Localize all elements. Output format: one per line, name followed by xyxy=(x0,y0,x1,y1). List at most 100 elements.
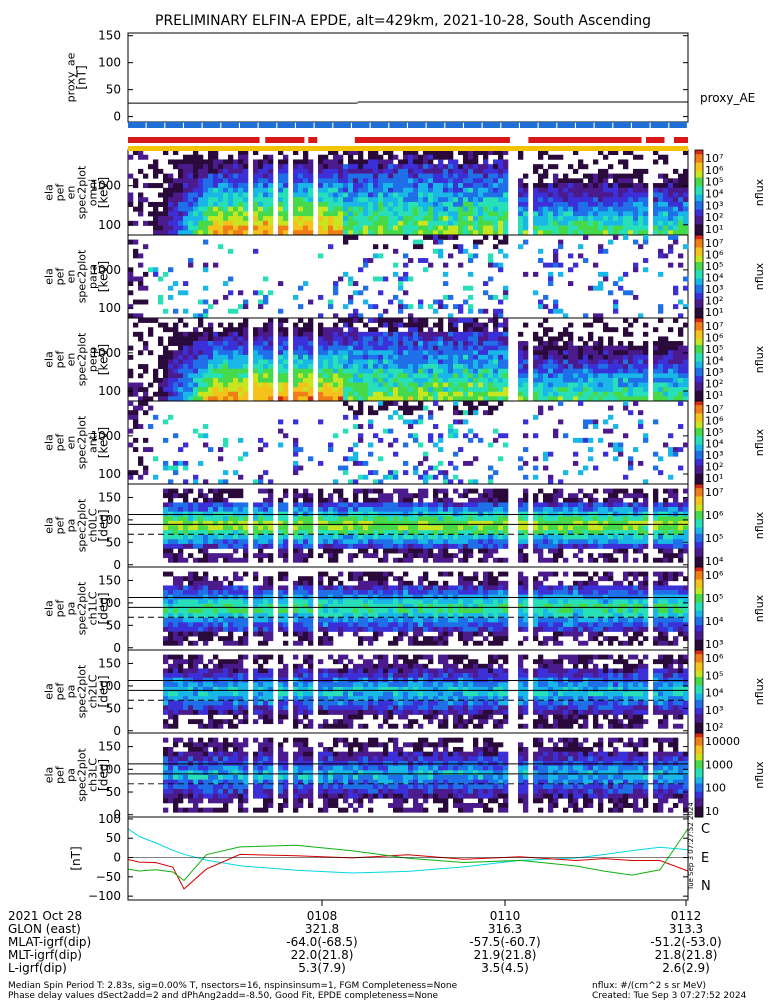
spectrogram-cell xyxy=(298,557,304,563)
spectrogram-cell xyxy=(583,211,589,217)
spectrogram-cell xyxy=(558,192,564,198)
spectrogram-cell xyxy=(233,192,239,198)
spectrogram-cell xyxy=(253,502,259,508)
spectrogram-cell xyxy=(258,553,264,559)
spectrogram-cell xyxy=(203,341,209,346)
spectrogram-cell xyxy=(298,493,304,499)
spectrogram-cell xyxy=(383,345,389,351)
spectrogram-cell xyxy=(223,183,229,189)
spectrogram-cell xyxy=(623,159,629,165)
spectrogram-cell xyxy=(428,168,434,174)
spectrogram-cell xyxy=(438,154,444,160)
spectrogram-cell xyxy=(283,206,289,212)
spectrogram-cell xyxy=(433,350,439,356)
spectrogram-cell xyxy=(558,479,564,485)
spectrogram-cell xyxy=(233,331,239,337)
spectrogram-cell xyxy=(333,391,339,397)
spectrogram-cell xyxy=(683,442,689,448)
spectrogram-cell xyxy=(438,382,444,388)
spectrogram-cell xyxy=(258,216,264,222)
spectrogram-cell xyxy=(413,239,419,245)
colorbar-segment xyxy=(695,351,703,354)
spectrogram-cell xyxy=(378,173,384,179)
spectrogram-cell xyxy=(483,225,489,231)
spectrogram-cell xyxy=(393,534,399,540)
spectrogram-cell xyxy=(263,354,269,360)
spectrogram-cell xyxy=(643,201,649,207)
spectrogram-cell xyxy=(628,410,634,416)
spectrogram-cell xyxy=(303,206,309,212)
spectrogram-cell xyxy=(593,465,599,471)
spectrogram-cell xyxy=(178,225,184,231)
spectrogram-cell xyxy=(663,187,669,193)
spectrogram-cell xyxy=(553,382,559,388)
spectrogram-cell xyxy=(163,187,169,193)
spectrogram-cell xyxy=(368,220,374,226)
spectrogram-cell xyxy=(438,239,444,245)
spectrogram-cell xyxy=(438,164,444,170)
spectrogram-cell xyxy=(228,201,234,207)
spectrogram-cell xyxy=(138,313,144,319)
spectrogram-cell xyxy=(403,331,409,337)
spectrogram-cell xyxy=(203,502,209,508)
spectrogram-cell xyxy=(618,216,624,222)
spectrogram-cell xyxy=(368,497,374,503)
spectrogram-cell xyxy=(503,173,509,179)
spectrogram-cell xyxy=(573,460,579,466)
spectrogram-cell xyxy=(488,465,494,471)
spectrogram-cell xyxy=(213,154,219,160)
spectrogram-cell xyxy=(668,391,674,397)
spectrogram-cell xyxy=(523,387,529,393)
spectrogram-cell xyxy=(363,350,369,356)
spectrogram-cell xyxy=(668,373,674,379)
spectrogram-cell xyxy=(348,178,354,184)
spectrogram-cell xyxy=(318,230,324,236)
spectrogram-cell xyxy=(573,437,579,443)
spectrogram-cell xyxy=(328,168,334,174)
spectrogram-cell xyxy=(418,414,424,420)
spectrogram-cell xyxy=(258,178,264,184)
spectrogram-cell xyxy=(238,192,244,198)
spectrogram-cell xyxy=(363,497,369,503)
spectrogram-cell xyxy=(183,396,189,402)
colorbar-segment xyxy=(695,232,703,236)
spectrogram-cell xyxy=(183,331,189,337)
spectrogram-cell xyxy=(398,539,404,545)
spectrogram-cell xyxy=(203,507,209,512)
spectrogram-cell xyxy=(518,456,524,462)
spectrogram-cell xyxy=(258,534,264,540)
colorbar-segment xyxy=(695,293,703,296)
spectrogram-cell xyxy=(498,364,504,370)
spectrogram-cell xyxy=(478,178,484,184)
spectrogram-cell xyxy=(133,206,139,212)
spectrogram-cell xyxy=(198,220,204,226)
spectrogram-cell xyxy=(363,197,369,203)
spectrogram-cell xyxy=(183,373,189,379)
spectrogram-cell xyxy=(613,150,619,156)
spectrogram-cell xyxy=(343,164,349,170)
spectrogram-cell xyxy=(413,364,419,370)
spectrogram-cell xyxy=(183,192,189,198)
colorbar-segment xyxy=(695,390,703,394)
spectrogram-cell xyxy=(633,294,639,300)
spectrogram-cell xyxy=(568,187,574,193)
spectrogram-cell xyxy=(518,230,524,236)
spectrogram-cell xyxy=(373,230,379,236)
spectrogram-cell xyxy=(598,313,604,319)
spectrogram-cell xyxy=(348,479,354,485)
spectrogram-cell xyxy=(393,502,399,508)
spectrogram-cell xyxy=(303,331,309,337)
spectrogram-cell xyxy=(408,197,414,203)
spectrogram-cell xyxy=(198,299,204,305)
spectrogram-cell xyxy=(403,396,409,402)
spectrogram-cell xyxy=(213,168,219,174)
spectrogram-cell xyxy=(463,173,469,179)
spectrogram-cell xyxy=(388,183,394,189)
spectrogram-cell xyxy=(293,354,299,360)
spectrogram-cell xyxy=(238,520,244,526)
spectrogram-cell xyxy=(128,281,134,287)
spectrogram-cell xyxy=(523,350,529,356)
spectrogram-cell xyxy=(328,530,334,536)
spectrogram-cell xyxy=(483,410,489,416)
spectrogram-cell xyxy=(553,206,559,212)
